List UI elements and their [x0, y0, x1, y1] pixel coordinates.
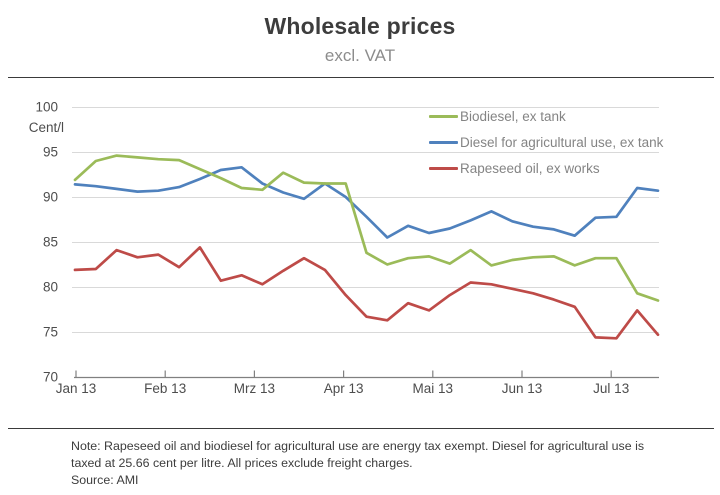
legend-label-diesel: Diesel for agricultural use, ex tank — [460, 134, 664, 150]
x-tick-label-6: Jul 13 — [593, 381, 629, 396]
chart-title: Wholesale prices — [264, 13, 456, 39]
y-tick-label-90: 90 — [43, 190, 58, 205]
chart-source: Source: AMI — [71, 473, 139, 487]
chart-note: Note: Rapeseed oil and biodiesel for agr… — [71, 439, 645, 471]
y-tick-label-80: 80 — [43, 280, 58, 295]
y-tick-label-85: 85 — [43, 235, 58, 250]
chart-legend: Biodiesel, ex tank Diesel for agricultur… — [429, 103, 663, 181]
y-tick-label-95: 95 — [43, 145, 58, 160]
y-tick-label-70: 70 — [43, 370, 58, 385]
title-divider — [8, 77, 714, 78]
legend-label-biodiesel: Biodiesel, ex tank — [460, 108, 566, 124]
legend-swatch-biodiesel — [429, 114, 458, 118]
y-tick-label-100: 100 — [35, 100, 58, 115]
legend-swatch-diesel — [429, 140, 458, 144]
series-line-0 — [73, 154, 660, 302]
x-tick-label-4: Mai 13 — [413, 381, 454, 396]
x-tick-label-0: Jan 13 — [56, 381, 97, 396]
x-tick-label-5: Jun 13 — [502, 381, 543, 396]
x-tick-label-3: Apr 13 — [324, 381, 364, 396]
series-line-1 — [73, 165, 660, 239]
legend-item-rapeseed: Rapeseed oil, ex works — [429, 155, 663, 181]
price-line-chart: Jan 13 Feb 13 Mrz 13 Apr 13 Mai 13 Jun 13 Jul … — [29, 100, 660, 396]
x-tick-label-1: Feb 13 — [144, 381, 186, 396]
chart-subtitle: excl. VAT — [324, 46, 396, 65]
x-tick-label-2: Mrz 13 — [234, 381, 275, 396]
series-line-2 — [73, 246, 660, 340]
legend-item-diesel: Diesel for agricultural use, ex tank — [429, 129, 663, 155]
y-tick-label-75: 75 — [43, 325, 58, 340]
legend-label-rapeseed: Rapeseed oil, ex works — [460, 160, 600, 176]
legend-swatch-rapeseed — [429, 166, 458, 170]
y-axis-unit-label: Cent/l — [29, 120, 64, 135]
legend-item-biodiesel: Biodiesel, ex tank — [429, 103, 663, 129]
footer-divider — [8, 428, 714, 429]
